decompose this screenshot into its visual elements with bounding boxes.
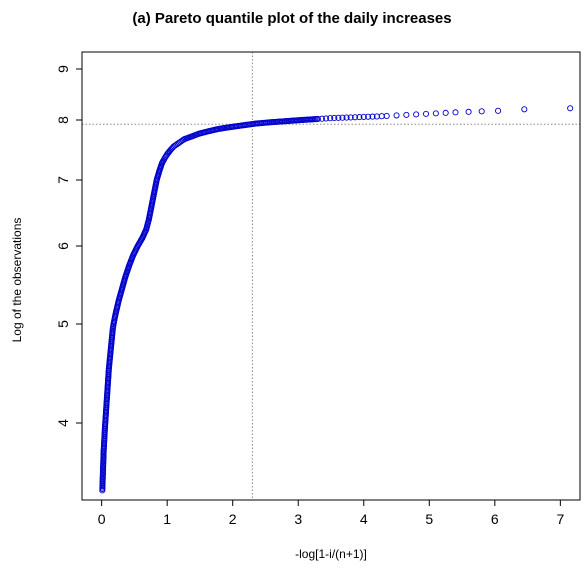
x-tick-label: 1	[163, 511, 171, 527]
y-axis-label: Log of the observations	[10, 217, 24, 343]
x-tick-label: 6	[491, 511, 499, 527]
y-tick-label: 7	[55, 176, 71, 184]
y-tick-label: 4	[55, 419, 71, 427]
data-point	[351, 114, 359, 121]
x-tick-label: 3	[294, 511, 302, 527]
data-point	[365, 113, 372, 120]
x-tick-label: 7	[556, 511, 564, 527]
x-tick-label: 4	[360, 511, 368, 527]
data-point	[318, 115, 326, 122]
y-tick-label: 5	[55, 320, 71, 328]
data-point	[369, 113, 376, 120]
data-point	[478, 108, 485, 115]
data-point	[347, 114, 354, 121]
data-point	[360, 113, 367, 120]
data-point	[314, 115, 321, 123]
y-tick-label: 9	[55, 65, 71, 73]
data-point	[335, 114, 342, 121]
data-point	[432, 110, 439, 117]
x-tick-label: 2	[229, 511, 237, 527]
data-point	[339, 114, 346, 121]
y-tick-label: 6	[55, 242, 71, 250]
x-tick-label: 5	[425, 511, 433, 527]
data-point	[422, 110, 430, 117]
data-point	[442, 109, 449, 116]
x-tick-label: 0	[98, 511, 106, 527]
chart-title: (a) Pareto quantile plot of the daily in…	[132, 10, 452, 27]
data-point	[327, 115, 334, 122]
y-tick-label: 8	[55, 116, 71, 124]
data-point	[343, 114, 350, 121]
plot-frame	[81, 51, 581, 501]
data-point	[356, 114, 363, 121]
data-point	[331, 114, 338, 122]
data-point	[383, 112, 390, 119]
x-axis-label: -log[1-i/(n+1)]	[295, 547, 367, 561]
data-point	[452, 109, 459, 116]
data-point	[403, 111, 410, 118]
data-point	[393, 112, 400, 119]
data-point	[323, 115, 330, 122]
data-point	[495, 107, 502, 114]
data-point	[567, 105, 574, 112]
data-point	[465, 108, 472, 115]
data-point	[378, 113, 385, 120]
data-point	[413, 111, 420, 118]
data-point	[521, 106, 528, 113]
